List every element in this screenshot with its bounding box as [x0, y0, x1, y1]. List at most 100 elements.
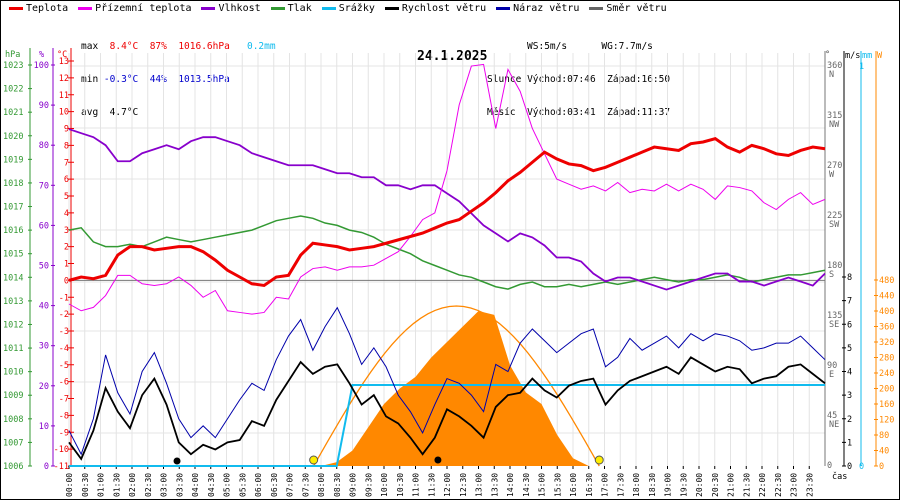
x-tick-label: 14:00	[506, 473, 515, 497]
x-tick-label: 12:00	[443, 473, 452, 497]
temperature-unit: °C	[57, 50, 67, 60]
wind-tick-label: 0	[847, 462, 852, 472]
wind-speed-line	[68, 356, 826, 461]
rain-tick-label: 0	[859, 462, 864, 472]
stats-min-hum: 44%	[149, 74, 167, 85]
temperature-tick-label: 0	[64, 276, 69, 286]
x-tick-label: 19:00	[664, 473, 673, 497]
direction-tick-name: E	[829, 370, 834, 380]
pressure-tick-label: 1010	[3, 368, 23, 378]
legend-item: Náraz větru	[496, 3, 579, 14]
legend-swatch	[384, 7, 399, 10]
legend-swatch	[496, 7, 511, 10]
solar-unit: W	[877, 51, 883, 61]
x-tick-label: 21:30	[742, 473, 751, 497]
stats-min-temp: -0.3°C	[103, 74, 139, 85]
temperature-tick-label: 2	[64, 243, 69, 253]
pressure-tick-label: 1021	[3, 108, 23, 118]
wind-wg: WG:7.7m/s	[601, 41, 653, 52]
x-tick-label: 03:30	[175, 473, 184, 497]
pressure-tick-label: 1016	[3, 226, 23, 236]
humidity-tick-label: 100	[34, 61, 49, 71]
x-tick-label: 09:00	[349, 473, 358, 497]
legend-item: Přízemní teplota	[78, 3, 191, 14]
humidity-tick-label: 20	[39, 382, 49, 392]
legend-swatch	[78, 7, 93, 10]
direction-tick-label: 270	[827, 161, 842, 171]
temperature-tick-label: -8	[59, 411, 69, 421]
solar-tick-label: 440	[879, 292, 894, 302]
temperature-tick-label: 13	[59, 57, 69, 67]
pressure-tick-label: 1018	[3, 179, 23, 189]
stats-max-temp: 8.4°C	[109, 41, 139, 52]
x-tick-label: 02:00	[128, 473, 137, 497]
x-tick-label: 03:00	[160, 473, 169, 497]
temperature-tick-label: 4	[64, 209, 69, 219]
direction-unit: °	[825, 50, 830, 60]
legend-label: Vlhkost	[218, 3, 261, 14]
humidity-tick-label: 80	[39, 141, 49, 151]
legend-swatch	[201, 7, 216, 10]
legend-item: Teplota	[9, 3, 68, 14]
legend: Teplota Přízemní teplota Vlhkost Tlak Srážky…	[9, 3, 667, 14]
x-tick-label: 11:30	[427, 473, 436, 497]
x-tick-label: 22:00	[758, 473, 767, 497]
solar-tick-label: 280	[879, 354, 894, 364]
x-tick-label: 18:30	[648, 473, 657, 497]
wind-tick-label: 7	[847, 297, 852, 307]
direction-tick-label: 180	[827, 261, 842, 271]
temperature-tick-label: 10	[59, 108, 69, 118]
moonrise-marker	[173, 457, 181, 465]
direction-tick-label: 45	[827, 411, 837, 421]
direction-tick-name: NW	[829, 120, 840, 130]
wind-tick-label: 8	[847, 273, 852, 283]
stats-max-rain: 0.2mm	[246, 41, 276, 52]
x-axis-label: čas	[832, 471, 847, 482]
x-tick-label: 17:00	[601, 473, 610, 497]
x-tick-label: 12:30	[459, 473, 468, 497]
temperature-tick-label: 3	[64, 226, 69, 236]
stats-labels: max 8.4°C 87% 1016.6hPa 0.2mm min -0.3°C…	[81, 19, 276, 140]
x-tick-label: 02:30	[144, 473, 153, 497]
x-tick-label: 13:30	[490, 473, 499, 497]
x-tick-label: 19:30	[679, 473, 688, 497]
stats-avg-temp: 4.7°C	[109, 107, 139, 118]
solar-area	[69, 311, 825, 466]
temperature-tick-label: 11	[59, 91, 69, 101]
temperature-tick-label: -1	[59, 293, 69, 303]
x-tick-label: 15:30	[553, 473, 562, 497]
x-tick-label: 11:00	[412, 473, 421, 497]
pressure-tick-label: 1019	[3, 155, 23, 165]
pressure-tick-label: 1020	[3, 132, 23, 142]
x-tick-label: 08:00	[317, 473, 326, 497]
temperature-tick-label: 6	[64, 175, 69, 185]
legend-item: Směr větru	[589, 3, 667, 14]
x-tick-label: 09:30	[364, 473, 373, 497]
direction-tick-label: 360	[827, 61, 842, 71]
x-tick-label: 05:30	[238, 473, 247, 497]
rain-line	[69, 384, 825, 467]
legend-label: Rychlost větru	[401, 3, 487, 14]
legend-label: Tlak	[287, 3, 312, 14]
legend-item: Vlhkost	[201, 3, 261, 14]
humidity-tick-label: 60	[39, 221, 49, 231]
direction-tick-label: 90	[827, 361, 837, 371]
direction-tick-name: SE	[829, 320, 839, 330]
temperature-tick-label: -3	[59, 327, 69, 337]
solar-tick-label: 80	[879, 431, 889, 441]
x-tick-label: 00:00	[65, 473, 74, 497]
legend-label: Náraz větru	[513, 3, 580, 14]
humidity-tick-label: 10	[39, 422, 49, 432]
moonset-marker	[434, 456, 442, 464]
humidity-tick-label: 30	[39, 342, 49, 352]
sun-arc	[313, 305, 600, 467]
wind-tick-label: 3	[847, 391, 852, 401]
temperature-line	[68, 136, 826, 288]
x-tick-label: 16:30	[585, 473, 594, 497]
direction-tick-label: 135	[827, 311, 842, 321]
x-tick-label: 10:30	[396, 473, 405, 497]
x-tick-label: 20:00	[695, 473, 704, 497]
humidity-line	[68, 128, 826, 291]
temperature-tick-label: -2	[59, 310, 69, 320]
